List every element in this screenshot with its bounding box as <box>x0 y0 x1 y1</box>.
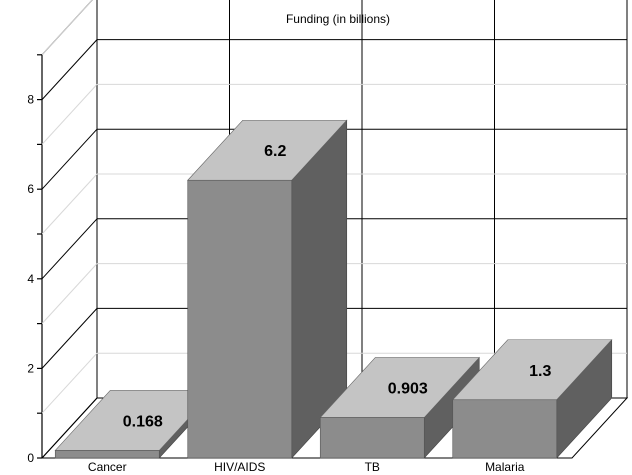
x-tick-label: Malaria <box>485 460 525 474</box>
bar-front <box>187 179 293 459</box>
y-tick-label: 0 <box>27 451 34 465</box>
left-wall-top-edge <box>41 0 93 56</box>
bar-front <box>319 417 425 459</box>
bar-malaria: 1.3 <box>452 338 613 459</box>
x-axis-labels: Cancer HIV/AIDS TB Malaria <box>88 460 525 474</box>
x-tick-label: TB <box>365 460 380 474</box>
bar-value-label: 0.168 <box>123 413 163 430</box>
bar-value-label: 0.903 <box>388 381 428 398</box>
chart-title: Funding (in billions) <box>286 12 390 26</box>
bar-value-label: 1.3 <box>529 363 551 380</box>
bar-value-label: 6.2 <box>264 143 286 160</box>
left-wall-gridline <box>41 0 93 56</box>
y-tick-label: 4 <box>27 272 34 286</box>
left-wall-gridline <box>41 39 98 100</box>
bar-front <box>54 450 160 459</box>
y-axis-ticks: 0 2 4 6 8 <box>27 54 42 465</box>
bars: 0.168 6.2 0.903 1.3 <box>54 119 613 459</box>
left-wall-gridline <box>41 218 98 280</box>
y-tick-label: 6 <box>27 182 34 196</box>
bar-hiv-aids: 6.2 <box>187 119 348 459</box>
bar-tb: 0.903 <box>319 356 480 459</box>
left-wall-gridline <box>41 173 98 235</box>
y-tick-label: 8 <box>27 93 34 107</box>
y-tick-label: 2 <box>27 361 34 375</box>
x-tick-label: Cancer <box>88 460 127 474</box>
chart-walls <box>40 0 629 459</box>
bar-front <box>452 399 558 459</box>
x-tick-label: HIV/AIDS <box>214 460 265 474</box>
left-wall-gridline <box>41 352 98 414</box>
left-wall-gridline <box>41 308 98 369</box>
left-wall-gridline <box>41 84 98 145</box>
left-wall-gridline <box>41 128 98 190</box>
left-wall-gridline <box>41 263 98 324</box>
left-wall-gridline <box>41 397 98 459</box>
